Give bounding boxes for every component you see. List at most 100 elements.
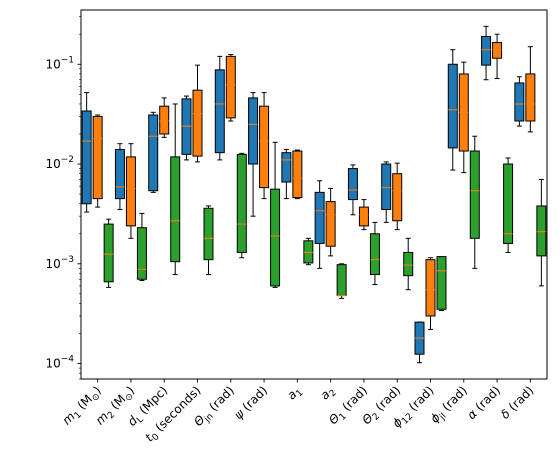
x-label-part: 1	[294, 388, 305, 399]
box	[447, 63, 458, 149]
x-tick-label: ϕjl (rad)	[427, 383, 472, 428]
box	[203, 207, 214, 261]
box	[536, 205, 547, 257]
box-series-2-cat-3	[159, 97, 170, 138]
box	[192, 89, 203, 157]
box-series-1-cat-7	[281, 148, 292, 200]
box-series-2-cat-8	[325, 187, 336, 257]
box	[392, 173, 403, 222]
box	[81, 110, 92, 205]
box	[125, 156, 136, 227]
box	[114, 148, 125, 200]
box-series-3-cat-14	[536, 178, 547, 287]
y-tick-label: 10−1	[45, 55, 74, 71]
box	[325, 201, 336, 247]
plot-area	[81, 25, 547, 364]
x-label-part: L	[135, 415, 146, 426]
box	[503, 163, 514, 244]
box	[425, 259, 436, 317]
y-tick-exponent: −1	[61, 55, 74, 65]
box	[136, 227, 147, 280]
x-label-part: 2	[106, 410, 117, 421]
x-label-part: jl	[437, 412, 448, 423]
y-tick-exponent: −2	[61, 155, 74, 165]
x-tick-label: α (rad)	[464, 383, 503, 422]
x-label-part: 2	[328, 388, 339, 399]
y-axis: 10−410−310−210−1	[45, 16, 81, 380]
box-series-3-cat-7	[303, 237, 314, 266]
box	[181, 98, 192, 155]
box	[369, 233, 380, 276]
box-series-3-cat-1	[103, 218, 114, 288]
y-tick-label: 10−4	[45, 355, 74, 371]
box-series-2-cat-10	[392, 162, 403, 231]
box-series-1-cat-14	[514, 76, 525, 127]
plot-frame	[80, 9, 548, 380]
box	[358, 206, 369, 227]
box	[525, 73, 536, 122]
box-series-3-cat-10	[403, 237, 414, 291]
box	[236, 153, 247, 253]
box	[514, 82, 525, 122]
box-series-1-cat-11	[414, 321, 425, 364]
box-series-2-cat-1	[92, 114, 103, 208]
box	[225, 55, 236, 119]
x-label-part: (rad)	[503, 383, 536, 416]
box	[292, 150, 303, 199]
y-tick-exponent: −3	[61, 255, 74, 265]
box	[270, 188, 281, 287]
box-series-2-cat-12	[458, 61, 469, 174]
box	[381, 163, 392, 211]
box	[248, 97, 259, 165]
x-label-part: 2	[371, 412, 382, 423]
x-axis: m1 (M⊙)m2 (M⊙)dL (Mpc)t0 (seconds)Θjn (r…	[60, 379, 536, 445]
x-tick-label: ψ (rad)	[231, 383, 270, 422]
y-tick-base: 10	[45, 157, 60, 171]
box-series-3-cat-11	[436, 256, 447, 312]
box-series-1-cat-8	[314, 180, 325, 269]
box	[281, 152, 292, 183]
box-series-3-cat-13	[503, 157, 514, 253]
box-series-2-cat-14	[525, 46, 536, 133]
y-tick-base: 10	[45, 57, 60, 71]
box-series-1-cat-5	[214, 55, 225, 161]
box-series-2-cat-7	[292, 149, 303, 200]
box	[481, 35, 492, 66]
box-series-1-cat-6	[248, 92, 259, 217]
box	[314, 191, 325, 244]
box-series-3-cat-8	[336, 263, 347, 299]
x-tick-label: a2	[318, 383, 339, 404]
x-label-part: 0	[151, 432, 162, 443]
box-series-3-cat-2	[136, 212, 147, 281]
box-series-3-cat-9	[369, 221, 380, 286]
box	[492, 42, 503, 59]
box	[103, 223, 114, 283]
box	[92, 115, 103, 200]
x-tick-label: a1	[284, 383, 305, 404]
y-tick-label: 10−2	[45, 155, 74, 171]
x-label-part: (rad)	[370, 383, 403, 416]
box-series-2-cat-11	[425, 257, 436, 330]
box	[259, 105, 270, 189]
y-tick-base: 10	[45, 357, 60, 371]
box-series-3-cat-6	[270, 141, 281, 288]
x-tick-label: δ (rad)	[498, 383, 536, 421]
box	[336, 264, 347, 297]
box-series-1-cat-1	[81, 92, 92, 213]
box	[403, 251, 414, 277]
box	[170, 156, 181, 263]
box	[303, 240, 314, 264]
box-series-2-cat-2	[125, 143, 136, 239]
box-series-1-cat-12	[447, 49, 458, 171]
box	[347, 168, 358, 201]
box-series-2-cat-4	[192, 64, 203, 163]
box-series-1-cat-2	[114, 143, 125, 211]
box-series-1-cat-9	[347, 164, 358, 216]
box-series-1-cat-3	[148, 111, 159, 193]
box-series-2-cat-9	[358, 199, 369, 231]
box-series-3-cat-5	[236, 152, 247, 259]
x-label-part: 1	[73, 410, 84, 421]
box	[159, 105, 170, 135]
box	[436, 256, 447, 310]
